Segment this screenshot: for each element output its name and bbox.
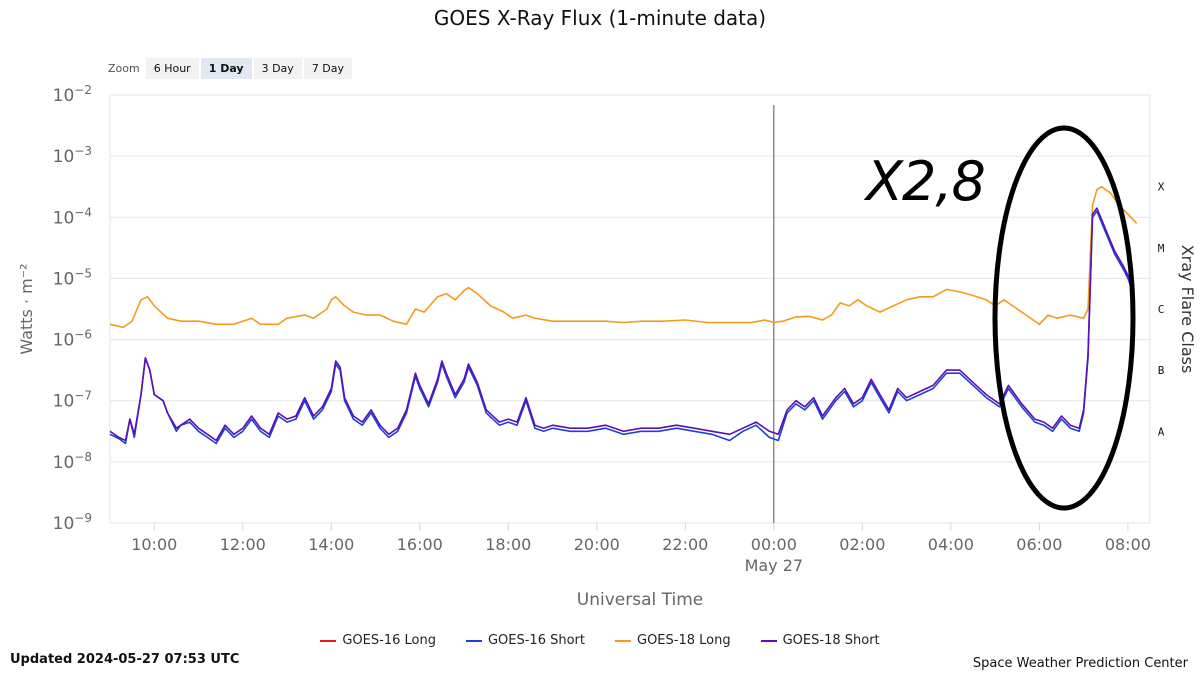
x-axis-title: Universal Time [577,590,703,610]
x-tick-label: 00:00 [751,535,797,554]
legend-item-goes16-long[interactable]: GOES-16 Long [320,633,436,648]
flare-class-label: M [1158,242,1165,255]
legend-item-goes18-long[interactable]: GOES-18 Long [615,633,731,648]
y-tick-label: 10−2 [53,83,92,106]
zoom-7-day-button[interactable]: 7 Day [303,58,353,79]
xray-flux-chart: 10−2 10−3 10−4 10−5 10−6 10−7 10−8 10−9 10:00 12… [17,83,1197,610]
x-tick-label: 02:00 [839,535,885,554]
zoom-label: Zoom [108,62,140,75]
updated-timestamp: Updated 2024-05-27 07:53 UTC [10,652,240,667]
series-line-goes-18-long [109,185,1138,329]
x-tick-label: 10:00 [131,535,177,554]
y-axis-ticks: 10−2 10−3 10−4 10−5 10−6 10−7 10−8 10−9 [53,83,92,534]
y-tick-label: 10−5 [53,266,92,289]
y-tick-label: 10−4 [53,205,92,228]
axis-titles: Universal Time Watts · m⁻² Xray Flare Clas… [17,245,1197,610]
credit-text: Space Weather Prediction Center [972,656,1188,671]
zoom-3-day-button[interactable]: 3 Day [253,58,302,79]
x-tick-label: 08:00 [1105,535,1151,554]
legend-item-goes18-short[interactable]: GOES-18 Short [760,633,880,648]
flare-class-label: A [1158,425,1165,438]
x-tick-label: 14:00 [308,535,354,554]
flare-class-label: B [1158,364,1165,377]
chart-title: GOES X-Ray Flux (1-minute data) [433,6,767,30]
series-line-goes-18-short [109,207,1134,442]
x-tick-sublabel: May 27 [745,556,804,575]
y-tick-label: 10−7 [53,389,92,412]
y-tick-label: 10−3 [53,144,92,167]
legend-swatch [760,639,777,642]
y-tick-label: 10−9 [53,511,92,534]
zoom-control: Zoom 6 Hour 1 Day 3 Day 7 Day [108,58,353,79]
x-axis-ticks: 10:00 12:00 14:00 16:00 18:00 20:00 22:00 00:00… [131,523,1151,575]
x-tick-label: 04:00 [928,535,974,554]
legend-label: GOES-16 Short [487,633,585,648]
x-tick-label: 06:00 [1016,535,1062,554]
legend-swatch [615,639,631,642]
x-tick-label: 16:00 [397,535,443,554]
series-line-goes-16-short [109,210,1134,445]
y-tick-label: 10−8 [53,450,92,473]
flare-class-label: C [1158,303,1165,316]
x-tick-label: 12:00 [220,535,266,554]
flare-annotation: X2,8 [866,150,986,213]
legend-item-goes16-short[interactable]: GOES-16 Short [465,633,585,648]
legend-label: GOES-16 Long [342,633,436,648]
zoom-6-hour-button[interactable]: 6 Hour [145,58,199,79]
legend-label: GOES-18 Long [637,633,731,648]
x-tick-label: 20:00 [574,535,620,554]
legend-swatch [465,639,482,642]
x-tick-label: 18:00 [485,535,531,554]
legend-swatch [320,639,337,642]
zoom-1-day-button[interactable]: 1 Day [200,58,252,79]
series-lines [109,185,1138,445]
x-tick-label: 22:00 [662,535,708,554]
flare-highlight-ellipse [992,125,1136,511]
flare-class-label: X [1158,181,1165,194]
legend: GOES-16 Long GOES-16 Short GOES-18 Long … [0,633,1200,648]
y2-axis-title: Xray Flare Class [1178,245,1197,374]
y-axis-title: Watts · m⁻² [17,263,36,354]
flare-class-labels: X M C B A [1158,181,1165,439]
grid-lines [109,94,1151,524]
y-tick-label: 10−6 [53,328,92,351]
legend-label: GOES-18 Short [782,633,880,648]
